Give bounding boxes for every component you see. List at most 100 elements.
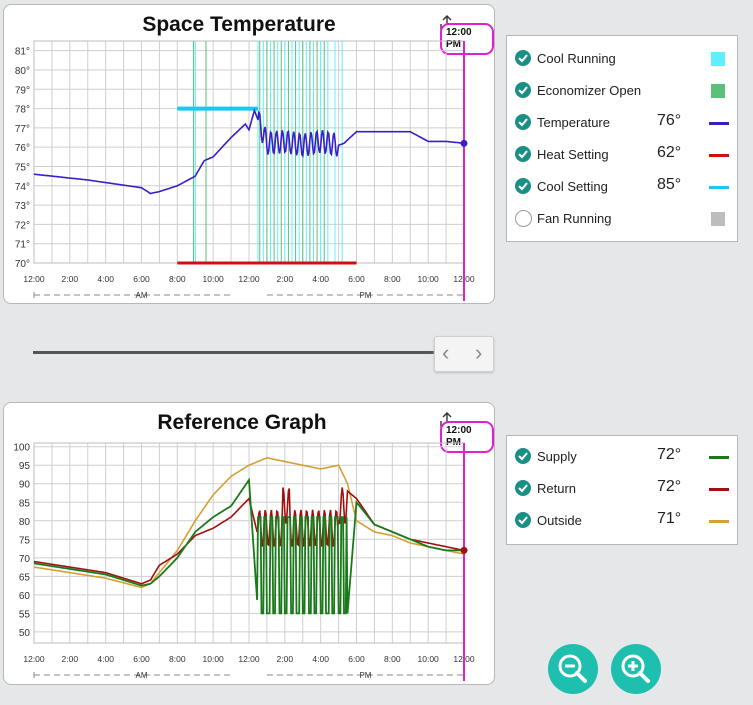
legend-label: Supply	[537, 449, 577, 464]
temperature-series-line	[33, 107, 464, 195]
x-tick-label: 4:00	[97, 654, 114, 664]
legend-label: Fan Running	[537, 211, 612, 226]
temperature-now-dot	[460, 139, 468, 147]
legend-label: Return	[537, 481, 577, 496]
next-day-button[interactable]: ›	[475, 340, 483, 365]
x-tick-label: 8:00	[169, 274, 186, 284]
y-tick-label: 90	[19, 480, 31, 491]
legend-item[interactable]: Supply 72°	[507, 446, 737, 468]
x-tick-label: 12:00	[238, 654, 260, 664]
x-tick-label: 6:00	[348, 274, 365, 284]
legend-item[interactable]: Heat Setting 62°	[507, 144, 737, 166]
legend-item[interactable]: Cool Running	[507, 48, 737, 70]
current-time-badge: 12:00 PM	[440, 23, 494, 55]
supply-series-line	[33, 477, 464, 615]
checked-icon[interactable]	[515, 50, 531, 66]
x-tick-label: 10:00	[418, 274, 440, 284]
y-tick-label: 65	[19, 572, 31, 583]
legend-label: Cool Setting	[537, 179, 608, 194]
y-tick-label: 55	[19, 609, 31, 620]
chart-title: Reference Graph	[157, 411, 327, 434]
checked-icon[interactable]	[515, 178, 531, 194]
x-tick-label: 6:00	[133, 654, 150, 664]
reference-chart[interactable]: 100 95 90 85 80 75 70 65 60 55 50 12:00 2:00 4:00 6:00…	[4, 403, 494, 684]
x-tick-label: 10:00	[203, 654, 225, 664]
y-tick-label: 75	[19, 535, 31, 546]
zoom-in-button[interactable]	[611, 644, 661, 694]
legend-swatch	[709, 456, 729, 459]
y-tick-label: 81°	[15, 47, 30, 58]
y-tick-label: 75°	[15, 162, 30, 173]
timeline-slider[interactable]	[33, 351, 435, 354]
legend-swatch	[709, 154, 729, 157]
space-temperature-panel: Space Temperature 12:00 PM 81° 80° 79° 78° 7…	[3, 4, 495, 304]
am-label: AM	[136, 291, 148, 300]
y-tick-label: 85	[19, 498, 31, 509]
pm-label: PM	[359, 291, 371, 300]
y-tick-label: 70	[19, 554, 31, 565]
reference-now-dot	[460, 546, 468, 554]
legend-swatch	[709, 488, 729, 491]
checked-icon[interactable]	[515, 146, 531, 162]
current-time-badge: 12:00 PM	[440, 421, 494, 453]
x-tick-label: 8:00	[169, 654, 186, 664]
x-tick-label: 12:00	[238, 274, 260, 284]
legend-swatch	[709, 122, 729, 125]
unchecked-icon[interactable]	[515, 210, 532, 227]
space-temperature-chart[interactable]: 81° 80° 79° 78° 77° 76° 75° 74° 73° 72° 71° 70° 12:0…	[4, 5, 494, 303]
legend-item[interactable]: Economizer Open	[507, 80, 737, 102]
zoom-in-icon	[621, 654, 650, 683]
x-tick-label: 2:00	[277, 654, 294, 664]
legend-value: 76°	[657, 112, 682, 129]
x-tick-label: 2:00	[62, 654, 79, 664]
x-tick-label: 12:00	[23, 654, 45, 664]
x-tick-label: 2:00	[62, 274, 79, 284]
checked-icon[interactable]	[515, 448, 531, 464]
chart-title: Space Temperature	[142, 13, 336, 36]
pm-label: PM	[359, 671, 371, 680]
x-tick-label: 2:00	[277, 274, 294, 284]
legend-label: Outside	[537, 513, 582, 528]
y-tick-label: 71°	[15, 240, 30, 251]
legend-item[interactable]: Outside 71°	[507, 510, 737, 532]
space-temperature-legend: Cool Running Economizer Open Temperature 76…	[506, 35, 738, 242]
y-tick-label: 100	[13, 443, 30, 454]
legend-value: 71°	[657, 510, 682, 527]
x-tick-label: 6:00	[133, 274, 150, 284]
checked-icon[interactable]	[515, 480, 531, 496]
checked-icon[interactable]	[515, 82, 531, 98]
y-tick-label: 73°	[15, 201, 30, 212]
am-label: AM	[136, 671, 148, 680]
legend-swatch	[709, 520, 729, 523]
x-tick-label: 12:00	[23, 274, 45, 284]
checked-icon[interactable]	[515, 114, 531, 130]
y-tick-label: 78°	[15, 105, 30, 116]
y-tick-label: 80°	[15, 66, 30, 77]
legend-item[interactable]: Return 72°	[507, 478, 737, 500]
y-tick-label: 50	[19, 628, 31, 639]
previous-day-button[interactable]: ‹	[442, 340, 450, 365]
legend-label: Cool Running	[537, 51, 616, 66]
x-tick-label: 4:00	[312, 274, 329, 284]
checked-icon[interactable]	[515, 512, 531, 528]
y-tick-label: 70°	[15, 259, 30, 270]
zoom-out-button[interactable]	[548, 644, 598, 694]
y-tick-label: 80	[19, 517, 31, 528]
day-pager: ‹ ›	[434, 336, 494, 372]
x-tick-label: 10:00	[418, 654, 440, 664]
legend-value: 72°	[657, 478, 682, 495]
legend-item[interactable]: Fan Running	[507, 208, 737, 230]
reference-legend: Supply 72° Return 72° Outside 71°	[506, 435, 738, 545]
x-tick-label: 4:00	[97, 274, 114, 284]
legend-label: Economizer Open	[537, 83, 642, 98]
legend-item[interactable]: Cool Setting 85°	[507, 176, 737, 198]
y-tick-label: 60	[19, 591, 31, 602]
y-tick-label: 79°	[15, 85, 30, 96]
outside-series-line	[33, 456, 465, 589]
x-tick-label: 8:00	[384, 654, 401, 664]
legend-item[interactable]: Temperature 76°	[507, 112, 737, 134]
legend-label: Temperature	[537, 115, 610, 130]
zoom-out-icon	[558, 654, 587, 683]
legend-swatch	[709, 186, 729, 189]
legend-value: 72°	[657, 446, 682, 463]
